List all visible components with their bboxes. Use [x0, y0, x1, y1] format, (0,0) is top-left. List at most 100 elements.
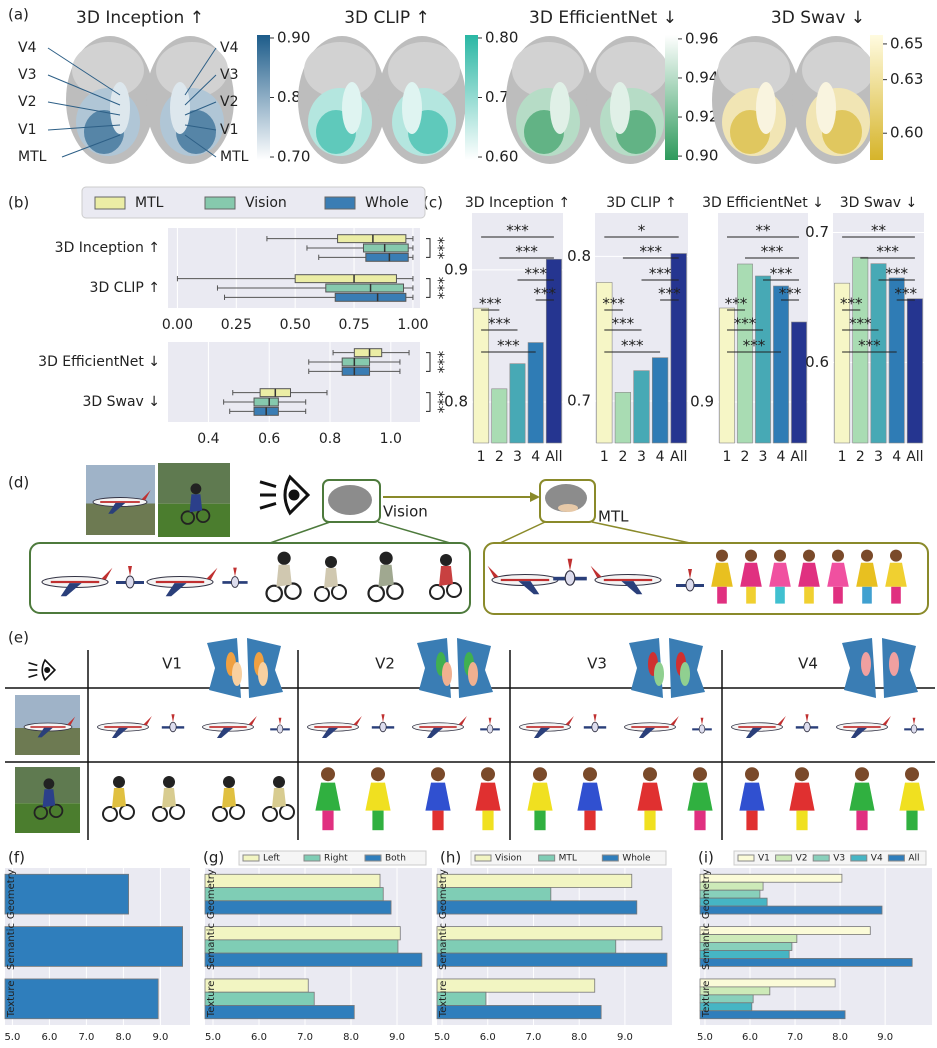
brain-top — [596, 42, 668, 98]
bar — [436, 1005, 602, 1020]
group-box — [29, 542, 471, 614]
plane — [92, 490, 151, 514]
y-tick-label: 0.9 — [690, 393, 714, 411]
region-pointer — [184, 101, 217, 116]
bar — [204, 1005, 355, 1020]
ray — [259, 480, 277, 489]
dress — [577, 782, 603, 811]
wheel — [331, 584, 347, 600]
rider — [265, 551, 302, 603]
frame — [539, 479, 596, 523]
dress — [827, 562, 849, 587]
stripe — [738, 726, 776, 728]
body — [222, 788, 236, 808]
bar — [699, 873, 843, 883]
x-tick-label: 5.0 — [205, 1032, 221, 1043]
region-pointer — [184, 124, 217, 131]
bar — [436, 887, 552, 902]
eye — [283, 474, 311, 516]
y-tick-label: 3D EfficientNet ↓ — [38, 354, 160, 370]
tail — [141, 490, 151, 501]
legend-label: V4 — [871, 854, 883, 864]
colorbar — [870, 35, 883, 160]
body — [42, 789, 56, 808]
ray — [28, 661, 38, 667]
x-tick-label: 3 — [874, 449, 883, 465]
bar — [4, 978, 159, 1020]
legend-swatch — [775, 854, 793, 862]
bar — [755, 275, 771, 444]
legend-box — [81, 186, 426, 219]
bar — [633, 370, 650, 444]
brain-region — [342, 82, 362, 134]
tail — [805, 714, 809, 723]
map-title: 3D Swav ↓ — [771, 8, 865, 28]
y-tick-label: 0.6 — [805, 353, 829, 371]
child — [740, 549, 762, 604]
plane — [836, 715, 891, 739]
x-tick-label: 0.00 — [162, 317, 193, 333]
plane — [590, 565, 662, 595]
bar — [491, 388, 508, 444]
flatmap-region — [258, 662, 268, 686]
tail — [593, 714, 597, 723]
legs — [906, 810, 918, 831]
legend-label: Right — [324, 854, 348, 864]
colorbar-label: 0.60 — [890, 124, 923, 142]
legs — [584, 810, 596, 831]
child — [769, 549, 791, 604]
plane-front — [371, 714, 395, 733]
flatmap-region — [654, 662, 664, 686]
bar — [545, 258, 562, 444]
child — [798, 549, 820, 604]
bar — [906, 298, 923, 444]
plane-front — [480, 717, 500, 734]
rider — [33, 778, 64, 820]
eye-icon — [259, 474, 311, 516]
bracket — [426, 352, 431, 372]
child — [637, 767, 663, 831]
y-tick-label: Semantic — [6, 923, 17, 970]
body — [439, 566, 453, 586]
x-tick-label: 3 — [637, 449, 646, 465]
plane — [487, 565, 559, 595]
rider — [367, 551, 404, 603]
significance: *** — [602, 295, 625, 313]
legend-swatch — [303, 854, 321, 862]
plane — [624, 715, 679, 739]
body — [272, 788, 286, 808]
head — [583, 767, 597, 782]
box — [334, 292, 407, 302]
column-label: V2 — [375, 655, 395, 673]
stripe — [209, 726, 247, 728]
significance: *** — [612, 315, 635, 333]
box — [365, 252, 409, 262]
y-tick-label: Geometry — [701, 869, 712, 919]
flatmap-region — [232, 662, 242, 686]
head — [223, 776, 235, 788]
wheel — [284, 582, 302, 601]
child — [849, 767, 875, 831]
stripe — [500, 578, 550, 582]
head — [431, 767, 445, 782]
dress — [740, 562, 762, 587]
photo-ground — [15, 728, 80, 755]
plane-front — [795, 714, 819, 733]
panel-label: (c) — [423, 194, 443, 212]
tail — [777, 715, 786, 726]
bar — [436, 939, 617, 954]
head — [371, 767, 385, 782]
x-tick-label: 3 — [759, 449, 768, 465]
ray — [259, 501, 277, 510]
tail — [206, 567, 218, 580]
significance: *** — [885, 265, 908, 283]
stripe — [50, 580, 100, 584]
wheel — [212, 806, 228, 822]
head — [643, 767, 657, 782]
child — [789, 767, 815, 831]
bar — [204, 991, 315, 1006]
tail — [101, 567, 113, 580]
x-tick-label: 8.0 — [571, 1032, 587, 1043]
chart-title: 3D CLIP ↑ — [606, 195, 676, 211]
child — [711, 549, 733, 604]
